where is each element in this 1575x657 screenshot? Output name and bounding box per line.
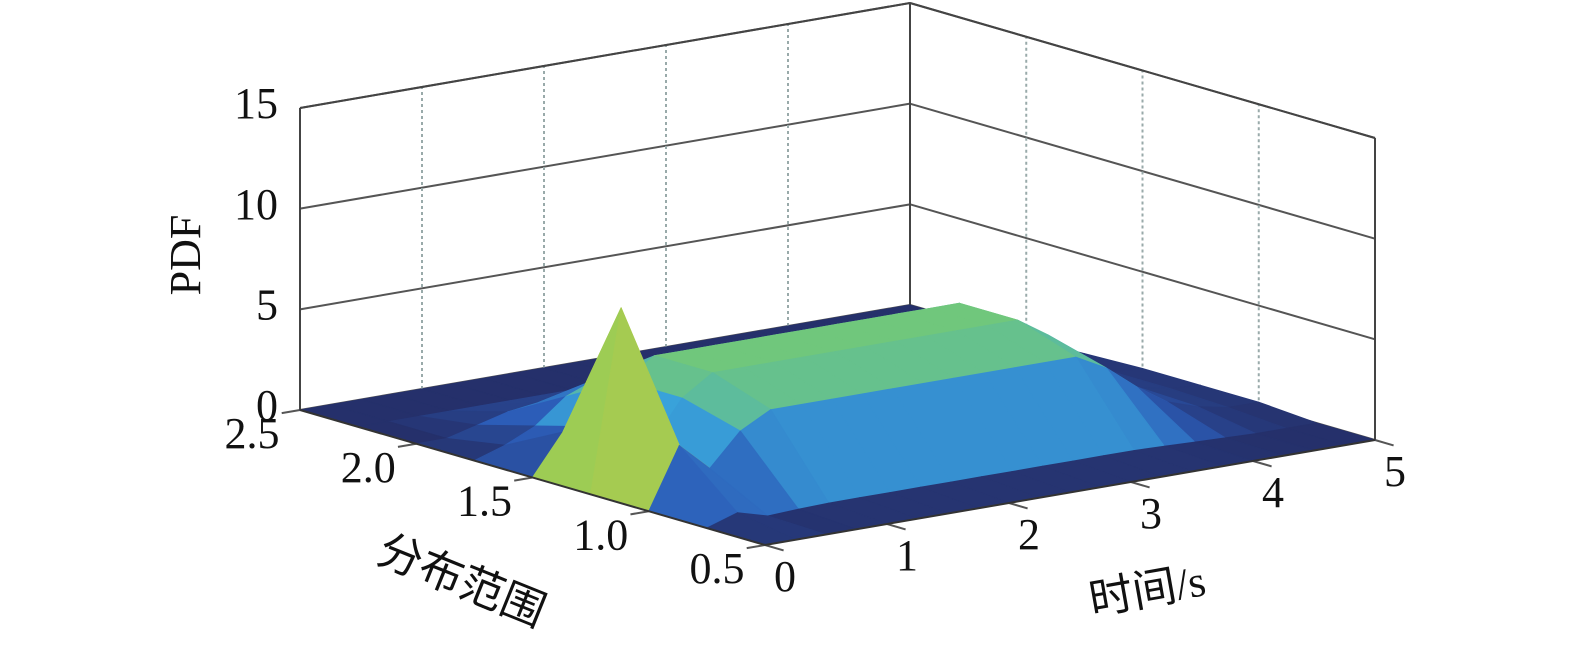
- x-tick-mark: [764, 544, 784, 552]
- x-tick-label: 3: [1140, 489, 1162, 538]
- y-tick-mark: [397, 442, 417, 448]
- x-tick-label: 4: [1262, 468, 1284, 517]
- x-tick-mark: [1130, 481, 1150, 489]
- surface: [299, 302, 1376, 546]
- z-tick-label: 5: [256, 280, 278, 329]
- axis-line: [299, 409, 766, 546]
- x-tick-label: 2: [1018, 510, 1040, 559]
- x-tick-label: 5: [1384, 447, 1406, 496]
- axis-line: [764, 439, 1376, 546]
- box-edge: [909, 2, 1376, 139]
- z-tick-label: 10: [234, 180, 278, 229]
- y-tick-mark: [514, 476, 533, 482]
- z-grid-line: [909, 203, 1376, 341]
- y-tick-mark: [281, 409, 301, 415]
- x-tick-mark: [1008, 502, 1028, 510]
- y-tick-mark: [630, 510, 649, 516]
- x-tick-label: 0: [774, 552, 796, 601]
- z-grid-line: [909, 102, 1376, 240]
- z-grid-line: [299, 102, 911, 210]
- box-edge: [299, 2, 911, 109]
- axes-box: [281, 2, 1394, 552]
- y-tick-label: 0.5: [690, 544, 745, 593]
- z-tick-label: 0: [256, 381, 278, 430]
- z-axis-label: PDF: [161, 215, 210, 296]
- x-tick-mark: [886, 523, 906, 531]
- z-grid-line: [299, 203, 911, 311]
- y-tick-label: 2.0: [341, 443, 396, 492]
- z-tick-label: 15: [234, 79, 278, 128]
- y-tick-label: 2.5: [225, 409, 280, 458]
- x-axis-label: 时间/s: [1085, 556, 1209, 625]
- y-tick-label: 1.0: [573, 510, 628, 559]
- x-tick-label: 1: [896, 531, 918, 580]
- y-tick-mark: [746, 544, 766, 550]
- x-tick-mark: [1252, 460, 1272, 468]
- x-tick-mark: [1374, 439, 1394, 447]
- y-axis-label: 分布范围: [371, 525, 553, 636]
- y-tick-label: 1.5: [457, 477, 512, 526]
